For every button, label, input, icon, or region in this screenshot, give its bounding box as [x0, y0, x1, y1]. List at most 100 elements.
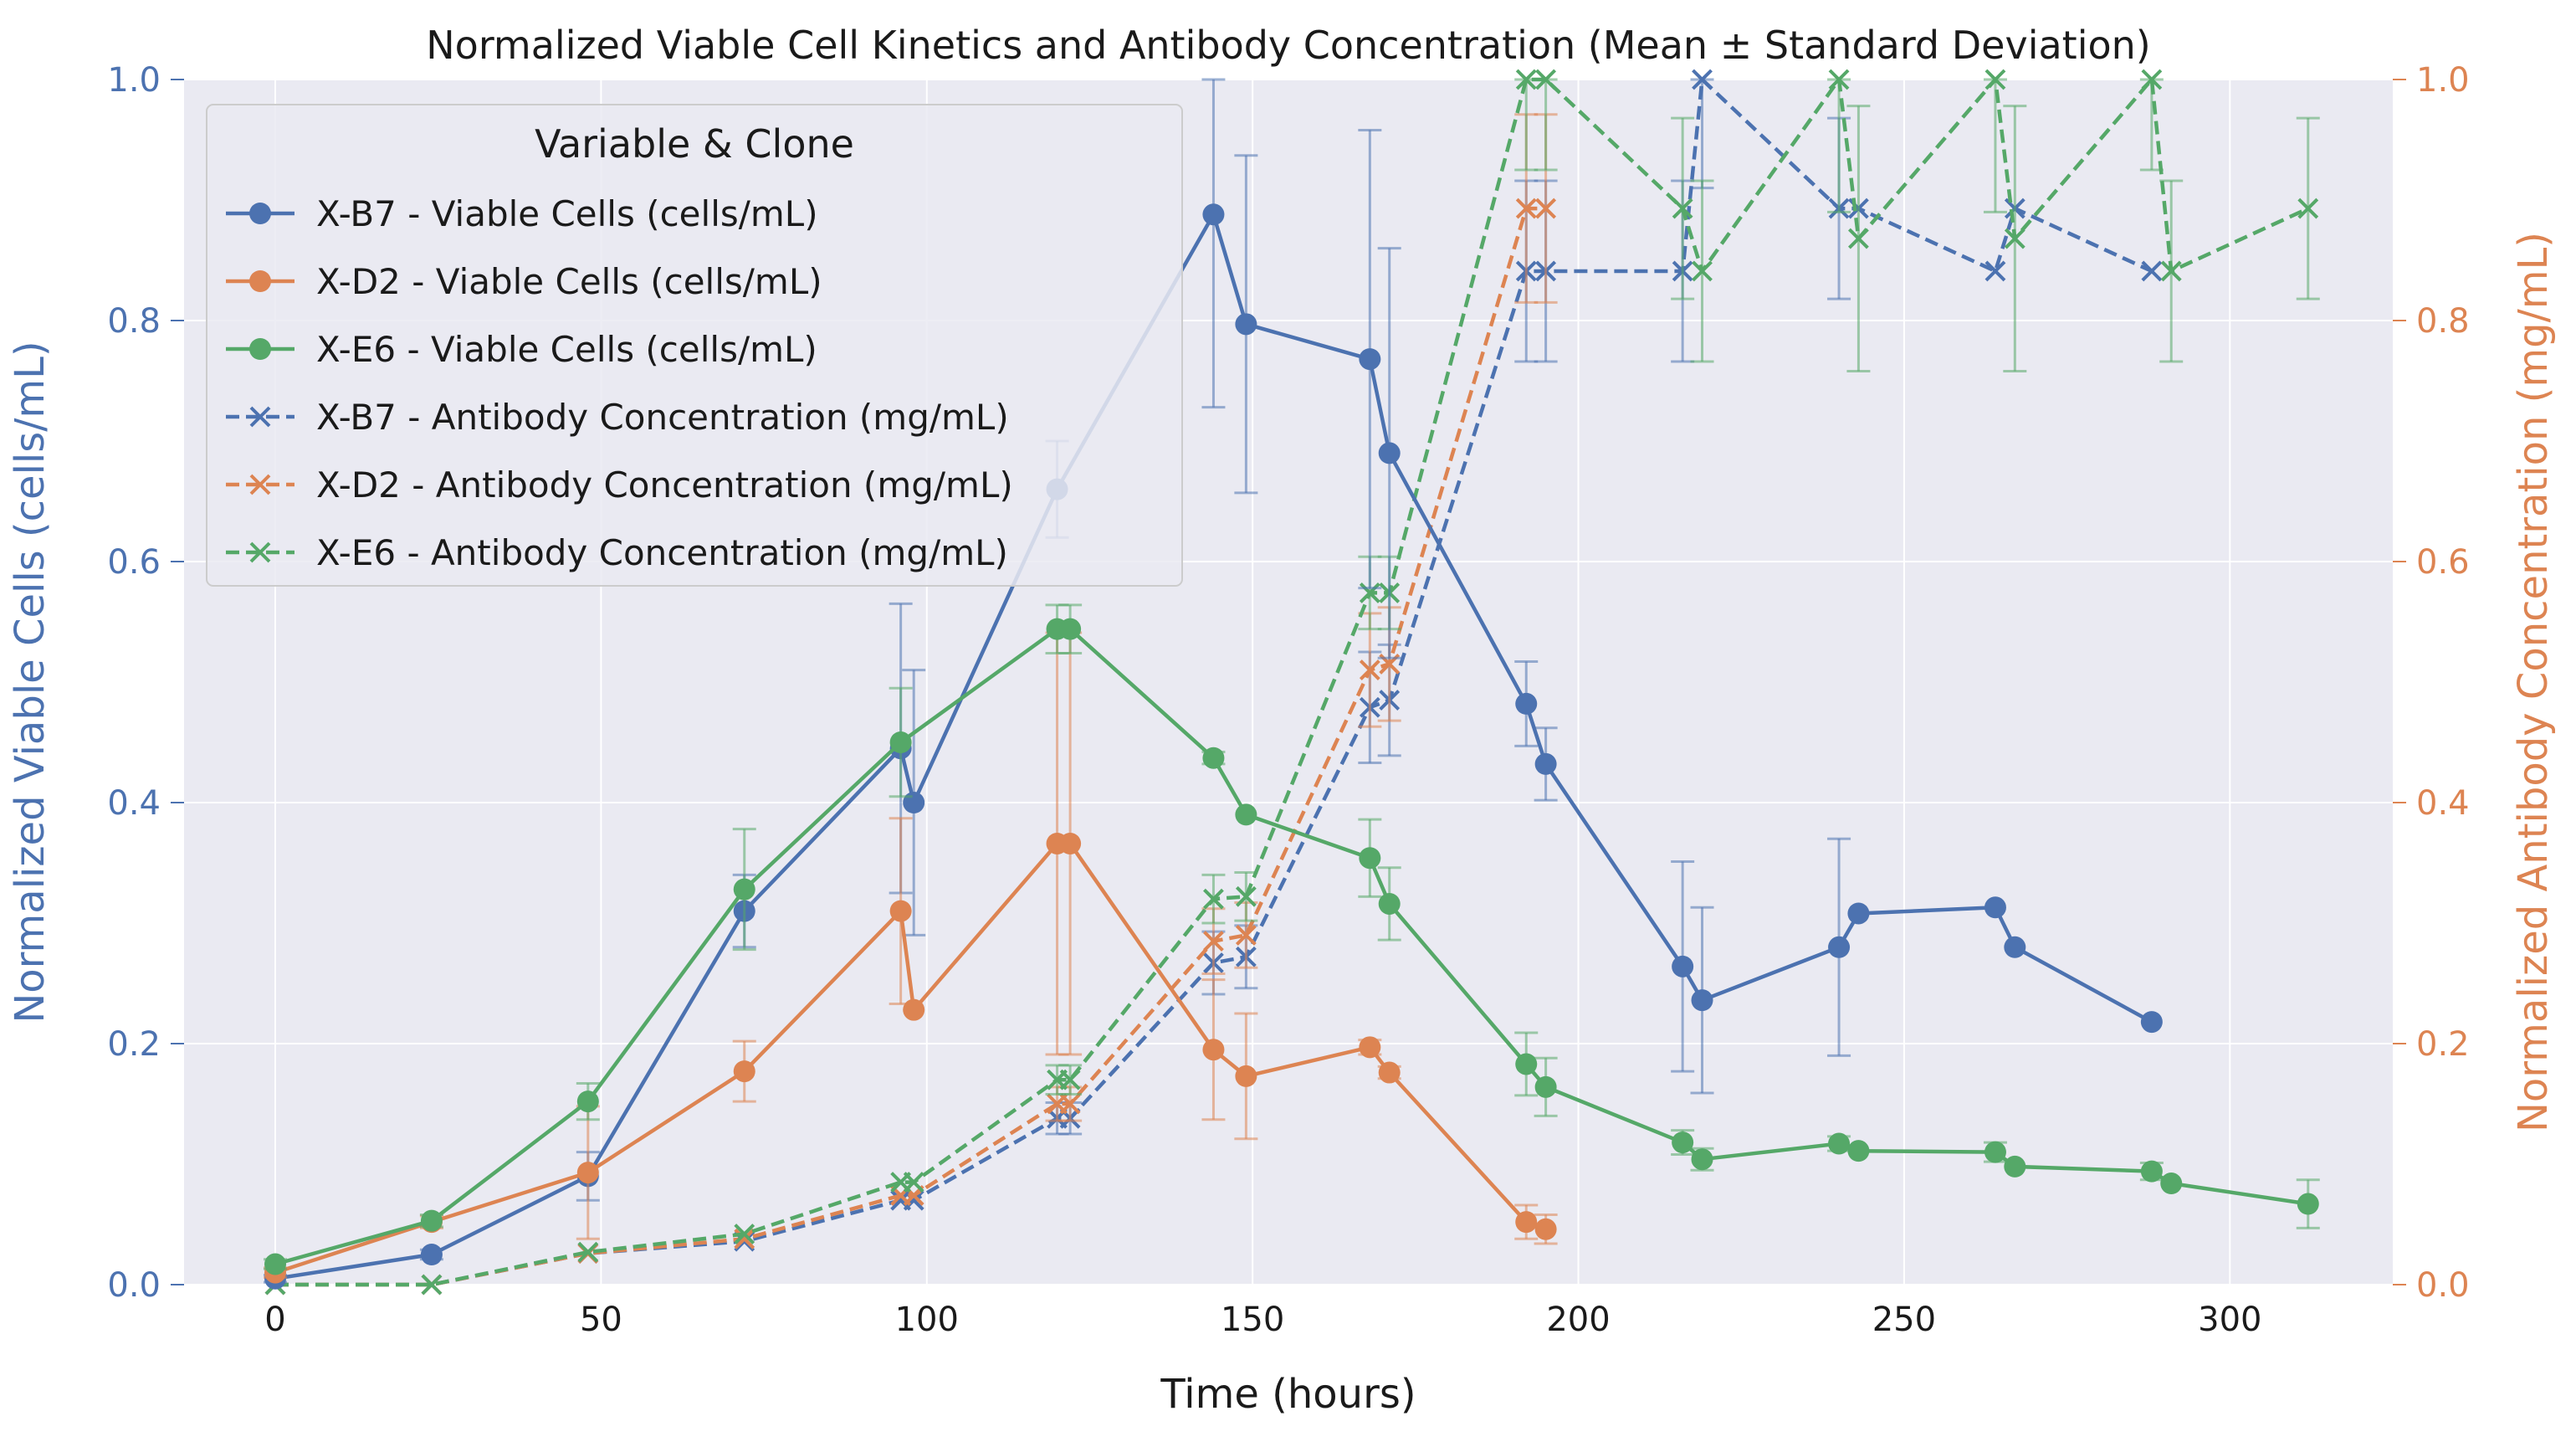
- x-tick-label: 150: [1221, 1301, 1284, 1339]
- legend-item: X-D2 - Antibody Concentration (mg/mL): [226, 464, 1013, 505]
- x-tick-label: 100: [895, 1301, 959, 1339]
- data-point: [420, 1209, 443, 1232]
- data-point: [2297, 1193, 2319, 1215]
- data-point: [1202, 1039, 1225, 1061]
- legend-marker: [249, 474, 271, 495]
- y-tick-label-right: 1.0: [2416, 61, 2470, 100]
- x-tick-label: 0: [264, 1301, 285, 1339]
- x-tick-label: 300: [2198, 1301, 2261, 1339]
- data-point: [1515, 692, 1538, 715]
- data-point: [1672, 198, 1693, 219]
- data-point: [1535, 198, 1557, 219]
- data-point: [1692, 260, 1713, 282]
- data-point: [903, 792, 925, 813]
- legend-box: [206, 104, 1183, 587]
- data-point: [1535, 69, 1557, 90]
- data-point: [1828, 936, 1851, 958]
- legend-title: Variable & Clone: [535, 121, 854, 167]
- data-point: [1691, 989, 1713, 1012]
- data-point: [889, 731, 912, 753]
- legend-label: X-B7 - Viable Cells (cells/mL): [316, 193, 818, 234]
- legend-marker: [249, 203, 271, 224]
- data-point: [1672, 955, 1694, 977]
- legend-item: X-B7 - Antibody Concentration (mg/mL): [226, 397, 1009, 438]
- data-point: [1828, 69, 1850, 90]
- data-point: [903, 1189, 924, 1211]
- y-axis-title-right: Normalized Antibody Concentration (mg/mL…: [2510, 232, 2557, 1132]
- y-tick-label-left: 0.4: [107, 784, 161, 823]
- data-point: [1059, 1093, 1081, 1115]
- legend-marker: [249, 541, 271, 563]
- data-point: [1202, 203, 1225, 226]
- data-point: [2141, 69, 2163, 90]
- data-point: [1202, 747, 1225, 769]
- y-tick-label-left: 0.6: [107, 543, 161, 582]
- legend-marker: [249, 338, 271, 360]
- legend-marker: [249, 270, 271, 292]
- data-point: [2160, 260, 2182, 282]
- data-point: [1515, 69, 1537, 90]
- data-point: [1515, 198, 1537, 219]
- y-tick-label-left: 0.2: [107, 1025, 161, 1064]
- data-point: [1359, 847, 1381, 870]
- data-point: [1534, 1218, 1557, 1240]
- series-line: [274, 627, 2309, 1266]
- y-axis-title-left: Normalized Viable Cells (cells/mL): [7, 341, 54, 1023]
- data-point: [2140, 1011, 2163, 1034]
- data-point: [2297, 198, 2319, 219]
- data-point: [1359, 1036, 1381, 1059]
- data-point: [1692, 69, 1713, 90]
- data-point: [2141, 260, 2163, 282]
- legend-label: X-E6 - Viable Cells (cells/mL): [316, 329, 817, 370]
- grid-lines: [184, 79, 2393, 1285]
- data-point: [1984, 1141, 2006, 1163]
- data-point: [2160, 1172, 2183, 1195]
- data-point: [1515, 1053, 1538, 1075]
- legend-item: X-E6 - Viable Cells (cells/mL): [226, 329, 817, 370]
- data-point: [889, 900, 912, 922]
- data-point: [1235, 885, 1257, 907]
- data-point: [576, 1090, 599, 1113]
- legend-label: X-B7 - Antibody Concentration (mg/mL): [316, 397, 1009, 438]
- series-layer: [264, 69, 2320, 1296]
- y-tick-label-left: 0.8: [107, 302, 161, 341]
- data-point: [1359, 348, 1381, 371]
- data-point: [1235, 803, 1257, 826]
- y-tick-label-right: 0.6: [2416, 543, 2470, 582]
- legend-marker: [249, 406, 271, 428]
- data-point: [1984, 69, 2006, 90]
- legend-item: X-B7 - Viable Cells (cells/mL): [226, 193, 818, 234]
- data-point: [734, 1228, 755, 1249]
- y-tick-label-right: 0.2: [2416, 1025, 2470, 1064]
- data-point: [1378, 442, 1401, 464]
- data-point: [1847, 902, 1870, 925]
- data-point: [1059, 618, 1082, 640]
- legend-item: X-D2 - Viable Cells (cells/mL): [226, 261, 822, 302]
- data-point: [1691, 1148, 1713, 1171]
- data-point: [1984, 260, 2006, 282]
- x-tick-label: 50: [580, 1301, 622, 1339]
- legend-label: X-E6 - Antibody Concentration (mg/mL): [316, 532, 1008, 573]
- data-point: [1847, 1140, 1870, 1162]
- x-axis-title: Time (hours): [1160, 1371, 1416, 1418]
- data-point: [1534, 1075, 1557, 1098]
- data-point: [421, 1274, 443, 1296]
- data-point: [2004, 228, 2025, 249]
- data-point: [1359, 659, 1380, 681]
- data-point: [2004, 1155, 2026, 1178]
- data-point: [264, 1253, 287, 1275]
- series-x-b7-viable: [264, 78, 2163, 1290]
- y-tick-label-left: 1.0: [107, 61, 161, 100]
- legend: Variable & Clone X-B7 - Viable Cells (ce…: [206, 104, 1183, 587]
- data-point: [733, 1060, 755, 1083]
- data-point: [1378, 1061, 1401, 1084]
- y-tick-label-right: 0.8: [2416, 302, 2470, 341]
- series-x-e6-viable: [264, 603, 2320, 1275]
- data-point: [734, 1224, 755, 1244]
- axis-ticks: 0 50 100 150 200 250 300 0.0 0.2 0.4 0.6 0.8 1.0 0.0 0…: [107, 61, 2469, 1339]
- data-point: [1059, 1069, 1081, 1090]
- data-point: [1203, 931, 1224, 952]
- data-point: [903, 1172, 924, 1193]
